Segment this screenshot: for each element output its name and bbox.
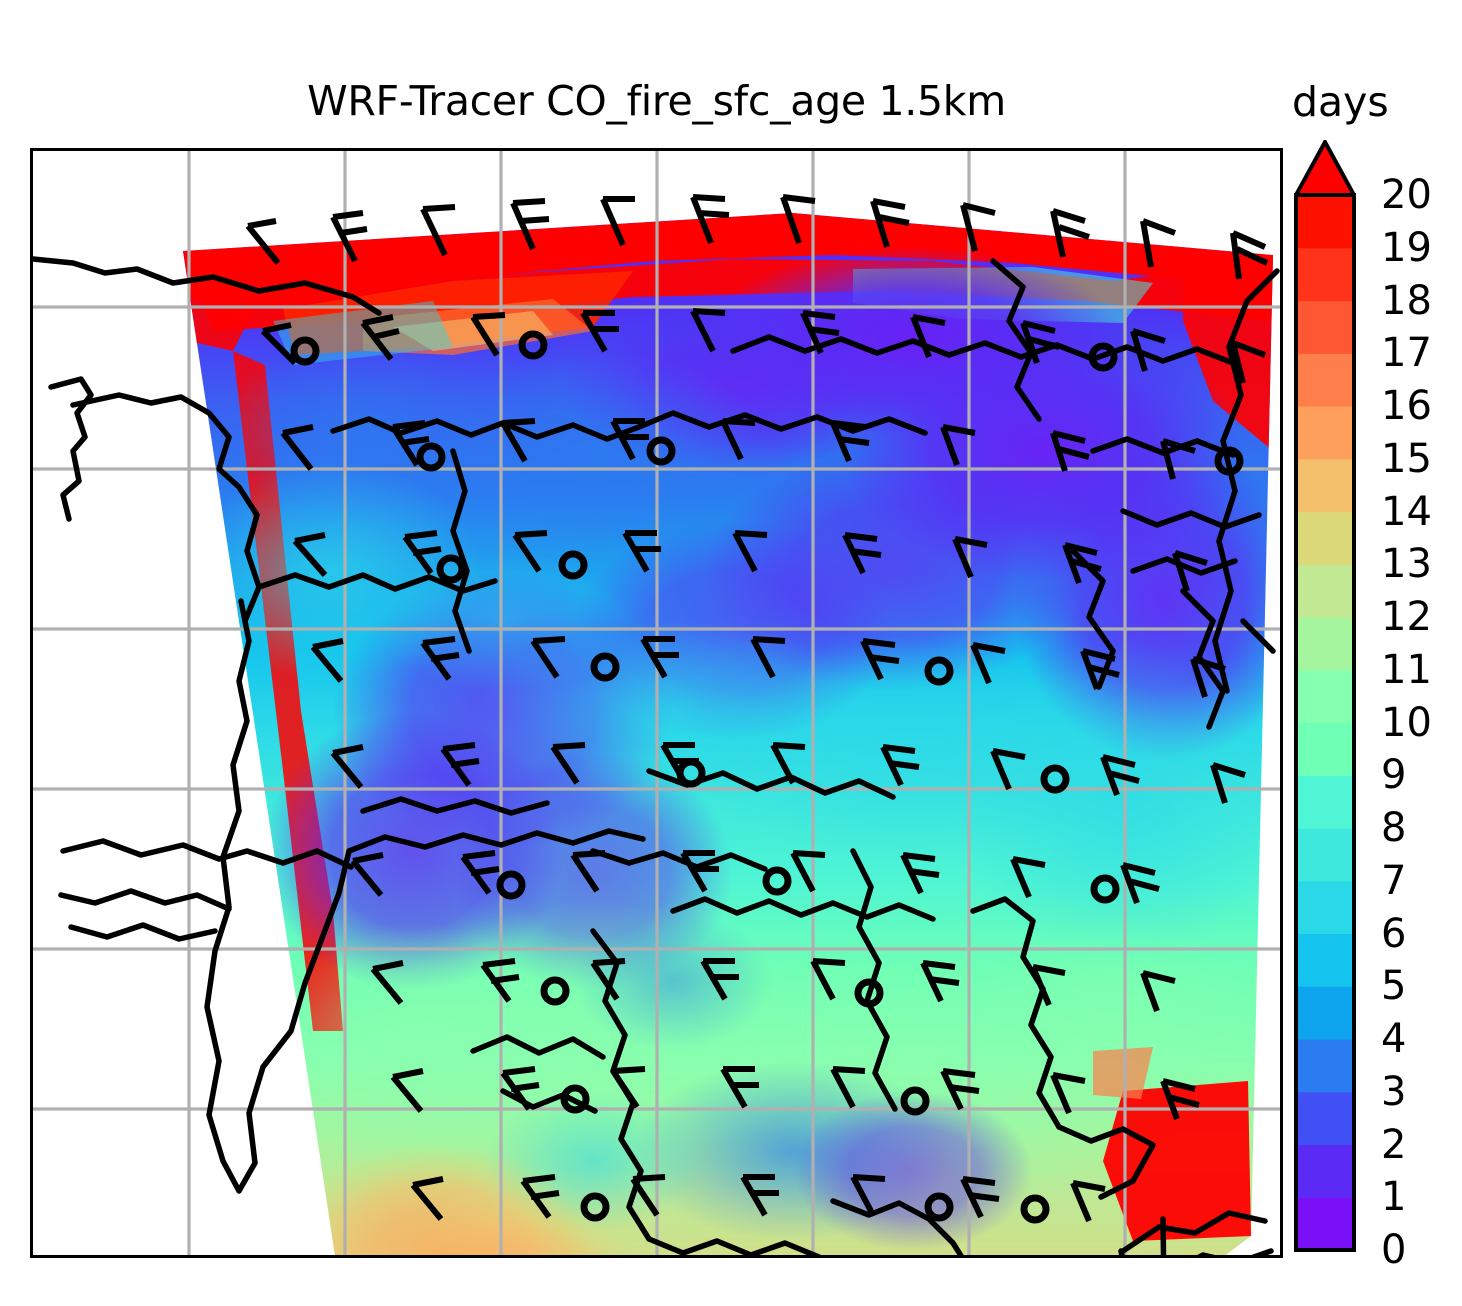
colorbar-band xyxy=(1296,564,1354,618)
colorbar-tick-label: 4 xyxy=(1381,1016,1407,1062)
colorbar-units-label: days xyxy=(1292,78,1389,126)
colorbar-band xyxy=(1296,300,1354,354)
colorbar-band xyxy=(1296,933,1354,987)
colorbar-tick-labels: 20 19 18 17 16 15 14 13 12 11 10 9 8 7 6 5 4 3 2 1 0 xyxy=(1381,140,1462,1270)
colorbar-band xyxy=(1296,828,1354,882)
colorbar-band xyxy=(1296,1144,1354,1198)
colorbar-tick-label: 13 xyxy=(1381,541,1432,588)
colorbar-tick-label: 19 xyxy=(1381,224,1432,271)
colorbar-tick-label: 10 xyxy=(1381,699,1432,746)
map-plot-area xyxy=(33,151,1280,1255)
map-axes xyxy=(30,148,1283,1258)
colorbar-tick-label: 8 xyxy=(1381,805,1407,851)
se-red-wedge xyxy=(1103,1081,1251,1241)
colorbar-band xyxy=(1296,1039,1354,1093)
colorbar-band xyxy=(1296,722,1354,776)
colorbar-tick-label: 2 xyxy=(1381,1121,1407,1168)
lat-lon-gridlines xyxy=(33,151,1280,1255)
colorbar-band xyxy=(1296,617,1354,671)
colorbar-tick-label: 18 xyxy=(1381,277,1432,324)
map-canvas xyxy=(33,151,1280,1255)
colorbar[interactable] xyxy=(1294,140,1356,1252)
colorbar-gradient xyxy=(1294,140,1356,1252)
colorbar-tick-label: 14 xyxy=(1381,488,1432,535)
colorbar-tick-label: 7 xyxy=(1381,857,1407,904)
colorbar-band xyxy=(1296,511,1354,565)
colorbar-tick-label: 12 xyxy=(1381,594,1432,640)
colorbar-tick-label: 6 xyxy=(1381,910,1407,957)
colorbar-band xyxy=(1296,1197,1354,1251)
colorbar-tick-label: 16 xyxy=(1381,383,1432,429)
colorbar-band xyxy=(1296,247,1354,302)
colorbar-band xyxy=(1296,458,1354,513)
old-air-north-band xyxy=(183,213,1273,309)
wind-barbs xyxy=(245,194,1269,1224)
colorbar-tick-label: 9 xyxy=(1381,752,1407,799)
title-line-1: WRF-Tracer CO_fire_sfc_age 1.5km xyxy=(307,77,1006,125)
colorbar-band xyxy=(1296,406,1354,460)
colorbar-band xyxy=(1296,353,1354,407)
colorbar-band xyxy=(1296,880,1354,935)
colorbar-tick-label: 15 xyxy=(1381,435,1432,482)
colorbar-extend-arrow xyxy=(1294,140,1356,197)
colorbar-tick-label: 20 xyxy=(1381,172,1432,218)
colorbar-band xyxy=(1296,775,1354,829)
colorbar-tick-label: 1 xyxy=(1381,1174,1407,1221)
coastlines-and-borders xyxy=(33,256,1280,1255)
colorbar-tick-label: 5 xyxy=(1381,963,1407,1010)
colorbar-band xyxy=(1296,986,1354,1040)
colorbar-tick-label: 3 xyxy=(1381,1068,1407,1115)
colorbar-band xyxy=(1296,669,1354,724)
colorbar-tick-label: 0 xyxy=(1381,1227,1407,1273)
colorbar-tick-label: 11 xyxy=(1381,646,1432,693)
colorbar-band xyxy=(1296,1091,1354,1146)
colorbar-tick-label: 17 xyxy=(1381,330,1432,377)
colorbar-band xyxy=(1296,195,1354,249)
